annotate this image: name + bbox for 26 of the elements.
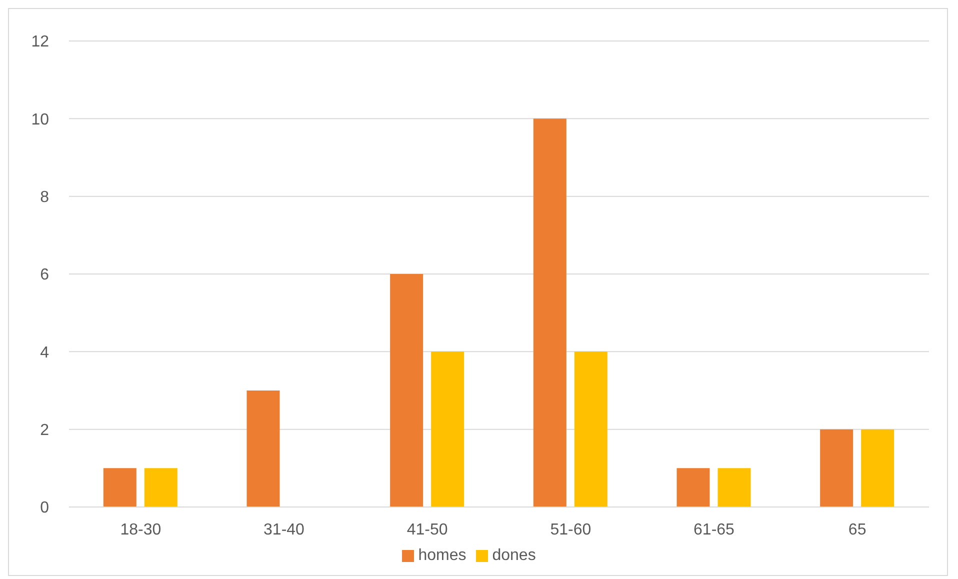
y-tick-label: 8 — [40, 189, 50, 206]
bar — [390, 274, 424, 507]
y-tick-label: 12 — [31, 34, 50, 51]
x-tick-label: 51-60 — [550, 521, 592, 538]
legend-label: homes — [418, 547, 466, 564]
x-tick-label: 18-30 — [120, 521, 162, 538]
y-tick-label: 4 — [40, 344, 50, 362]
bar — [431, 352, 464, 507]
y-tick-label: 10 — [31, 111, 50, 128]
bar — [103, 468, 136, 507]
x-tick-label: 41-50 — [406, 521, 448, 538]
bar — [144, 468, 178, 507]
x-tick-label: 65 — [848, 521, 866, 538]
y-tick-label: 6 — [40, 266, 50, 284]
bar — [718, 468, 751, 507]
x-tick-label: 31-40 — [264, 521, 305, 538]
bar — [861, 429, 894, 507]
bar — [246, 390, 280, 507]
x-tick-label: 61-65 — [694, 521, 735, 538]
bar — [574, 352, 608, 507]
y-tick-label: 2 — [40, 422, 50, 440]
legend-label: dones — [492, 547, 536, 564]
bar — [820, 429, 854, 507]
y-tick-label: 0 — [40, 500, 50, 517]
bar — [533, 118, 566, 507]
bar — [676, 468, 710, 507]
